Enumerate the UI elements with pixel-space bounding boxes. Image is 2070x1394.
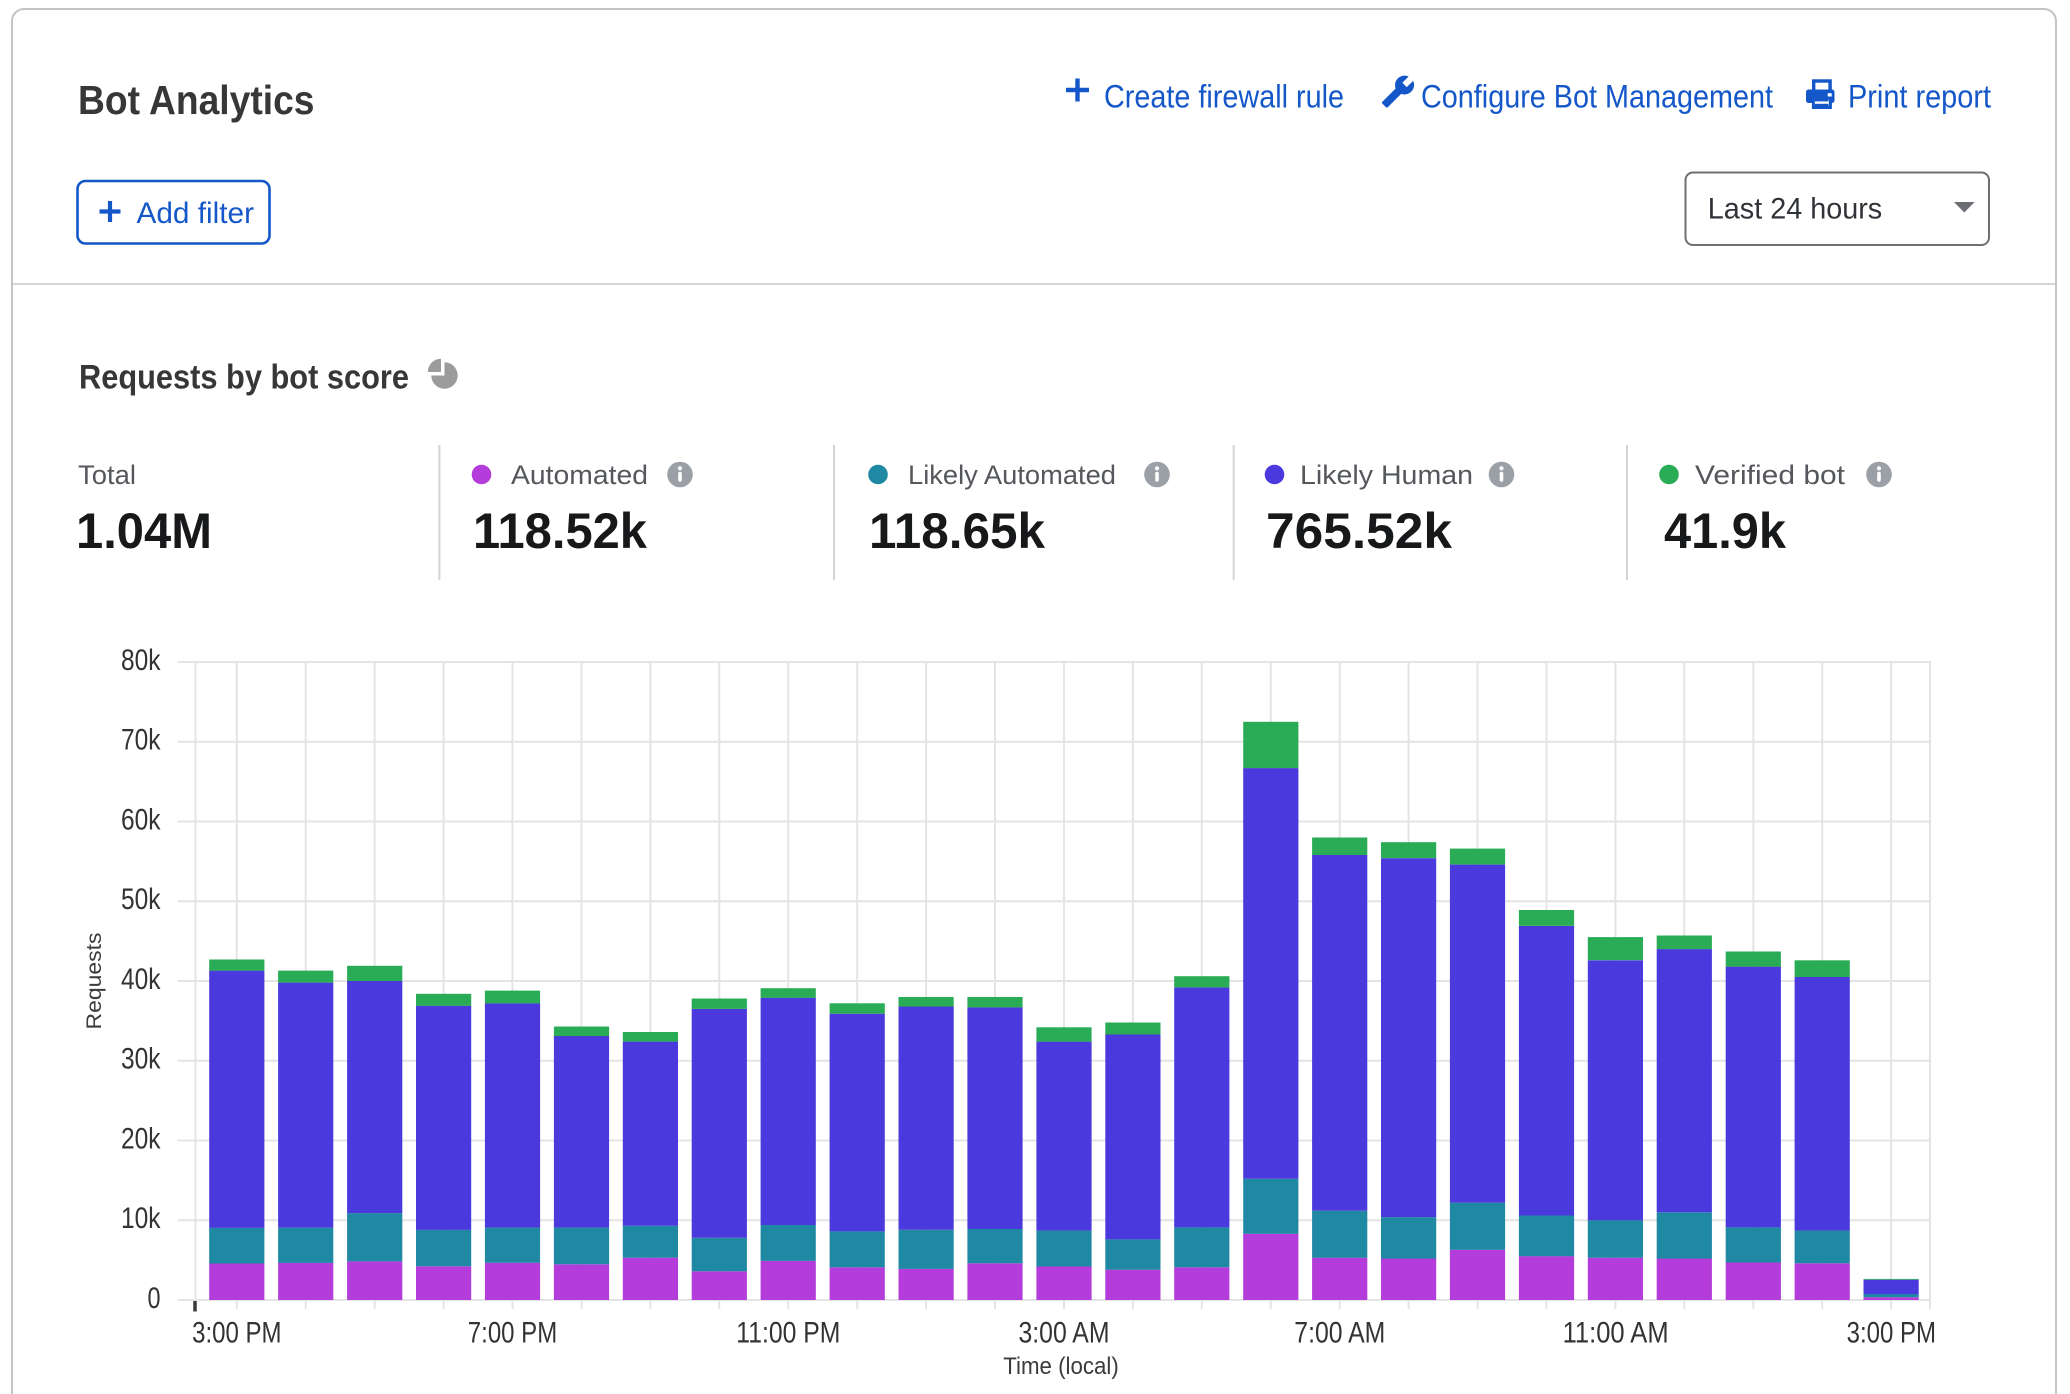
svg-text:7:00 PM: 7:00 PM — [468, 1317, 557, 1350]
svg-text:70k: 70k — [121, 724, 161, 757]
svg-text:11:00 PM: 11:00 PM — [736, 1317, 840, 1350]
svg-text:7:00 AM: 7:00 AM — [1294, 1317, 1385, 1350]
svg-text:118.65k: 118.65k — [869, 503, 1045, 559]
svg-text:Configure Bot Management: Configure Bot Management — [1421, 79, 1773, 115]
svg-text:80k: 80k — [121, 644, 161, 677]
svg-text:60k: 60k — [121, 803, 161, 836]
svg-text:3:00 PM: 3:00 PM — [192, 1317, 281, 1350]
svg-text:Requests: Requests — [83, 933, 106, 1030]
svg-text:30k: 30k — [121, 1043, 161, 1076]
svg-text:40k: 40k — [121, 963, 161, 996]
svg-text:Verified bot: Verified bot — [1695, 460, 1846, 490]
svg-text:Print report: Print report — [1848, 79, 1991, 115]
svg-text:20k: 20k — [121, 1122, 161, 1155]
svg-text:3:00 AM: 3:00 AM — [1019, 1317, 1110, 1350]
svg-text:Automated: Automated — [511, 460, 648, 490]
svg-text:Last 24 hours: Last 24 hours — [1708, 192, 1882, 225]
svg-text:Bot Analytics: Bot Analytics — [78, 77, 315, 123]
svg-text:1.04M: 1.04M — [76, 503, 212, 559]
svg-text:41.9k: 41.9k — [1664, 503, 1786, 559]
svg-text:Create firewall rule: Create firewall rule — [1104, 79, 1344, 115]
svg-text:765.52k: 765.52k — [1266, 503, 1452, 559]
svg-text:3:00 PM: 3:00 PM — [1847, 1317, 1936, 1350]
svg-text:Likely Human: Likely Human — [1300, 460, 1473, 490]
svg-text:50k: 50k — [121, 883, 161, 916]
svg-text:Add filter: Add filter — [137, 197, 255, 230]
svg-text:Total: Total — [78, 460, 136, 490]
svg-text:0: 0 — [148, 1282, 161, 1315]
svg-text:10k: 10k — [121, 1202, 161, 1235]
svg-text:118.52k: 118.52k — [473, 503, 647, 559]
svg-text:Requests by bot score: Requests by bot score — [79, 359, 409, 397]
svg-text:Likely Automated: Likely Automated — [908, 460, 1116, 490]
svg-text:Time (local): Time (local) — [1003, 1353, 1119, 1380]
svg-text:11:00 AM: 11:00 AM — [1563, 1317, 1669, 1350]
